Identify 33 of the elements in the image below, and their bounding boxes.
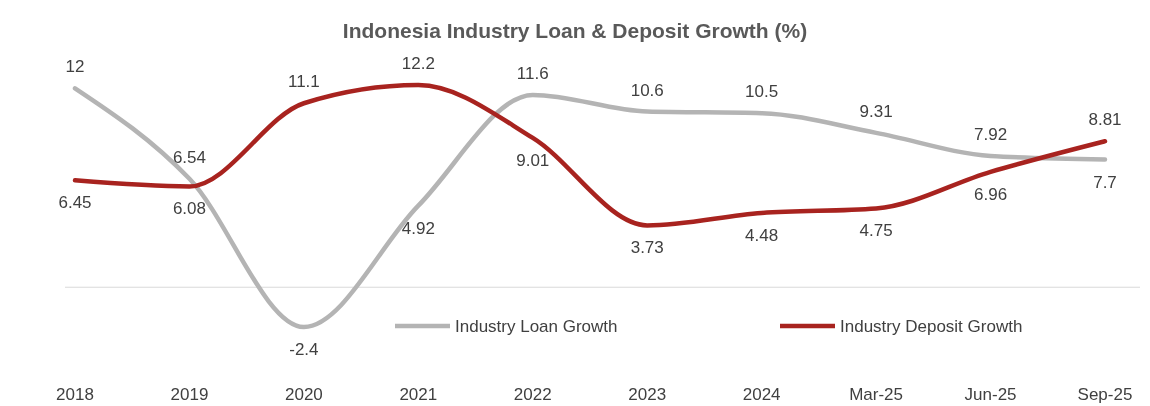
data-label: 12.2 xyxy=(401,54,435,73)
x-tick-label: 2022 xyxy=(513,385,552,404)
data-label: 10.5 xyxy=(745,82,779,102)
legend-label: Industry Loan Growth xyxy=(455,317,618,336)
x-tick-label: 2021 xyxy=(399,385,438,404)
x-tick-label: Sep-25 xyxy=(1077,385,1133,404)
data-label: 3.73 xyxy=(630,238,664,258)
data-label: 10.6 xyxy=(630,80,664,100)
data-label: 11.1 xyxy=(287,72,320,92)
data-label: 7.92 xyxy=(974,124,1008,144)
x-tick-label: 2018 xyxy=(56,385,94,404)
data-label: 7.7 xyxy=(1093,172,1117,192)
data-label: 4.48 xyxy=(745,225,779,245)
data-label: 8.81 xyxy=(1088,110,1122,130)
x-tick-label: 2019 xyxy=(170,385,209,404)
legend-label: Industry Deposit Growth xyxy=(840,317,1023,336)
x-tick-label: 2023 xyxy=(628,385,667,404)
data-label: 6.08 xyxy=(172,199,206,219)
x-tick-label: Jun-25 xyxy=(964,385,1017,404)
x-tick-label: Mar-25 xyxy=(849,385,904,404)
x-tick-label: 2024 xyxy=(742,385,781,404)
data-label: 12 xyxy=(65,57,85,77)
data-label: 6.96 xyxy=(974,184,1008,204)
data-label: 9.01 xyxy=(516,150,550,170)
data-label: 4.92 xyxy=(401,218,435,238)
data-label: 6.45 xyxy=(58,193,92,213)
chart-title: Indonesia Industry Loan & Deposit Growth (%) xyxy=(342,19,808,42)
x-tick-label: 2020 xyxy=(284,385,323,404)
data-label: 9.31 xyxy=(859,101,893,121)
data-label: 11.6 xyxy=(516,63,549,83)
data-label: 6.54 xyxy=(172,147,206,167)
data-label: -2.4 xyxy=(289,340,319,359)
data-label: 4.75 xyxy=(859,221,893,241)
